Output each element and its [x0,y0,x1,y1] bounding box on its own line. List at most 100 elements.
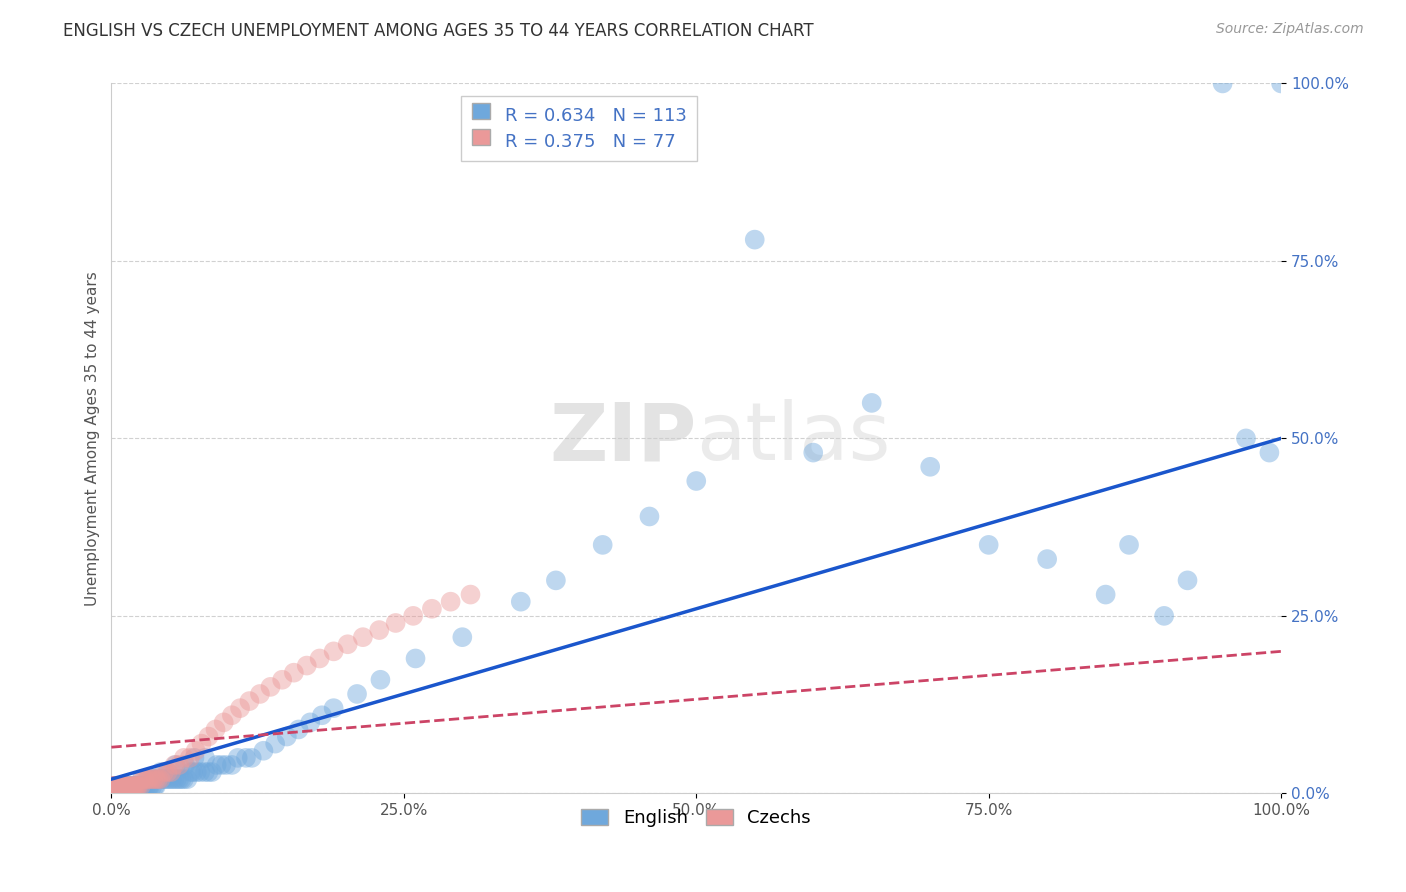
Point [352,630,374,644]
Point [592,538,614,552]
Point [201,765,224,780]
Point [105,779,128,793]
Point [167,772,190,786]
Point [226,751,249,765]
Point [240,751,263,765]
Point [155,772,177,786]
Point [127,779,149,793]
Point [212,715,235,730]
Point [120,779,142,793]
Point [405,651,427,665]
Point [105,779,128,793]
Point [135,779,157,793]
Point [860,396,883,410]
Point [165,758,187,772]
Point [197,730,219,744]
Point [131,772,153,786]
Y-axis label: Unemployment Among Ages 35 to 44 years: Unemployment Among Ages 35 to 44 years [86,271,100,606]
Text: ZIP: ZIP [548,400,696,477]
Point [259,680,281,694]
Point [115,779,138,793]
Point [125,779,148,793]
Point [120,779,142,793]
Point [127,779,149,793]
Point [188,765,211,780]
Point [271,673,294,687]
Point [179,751,201,765]
Point [1118,538,1140,552]
Point [252,744,274,758]
Point [114,779,136,793]
Point [105,779,128,793]
Point [173,772,195,786]
Point [801,445,824,459]
Point [112,779,135,793]
Point [136,772,159,786]
Point [101,779,124,793]
Point [122,779,145,793]
Point [142,772,165,786]
Point [174,758,197,772]
Point [295,658,318,673]
Point [131,772,153,786]
Point [103,779,125,793]
Point [283,665,305,680]
Text: Source: ZipAtlas.com: Source: ZipAtlas.com [1216,22,1364,37]
Point [121,779,143,793]
Point [638,509,661,524]
Point [108,779,131,793]
Point [148,772,170,786]
Point [215,758,238,772]
Point [129,779,152,793]
Point [194,751,217,765]
Point [111,779,134,793]
Point [108,779,131,793]
Point [111,779,134,793]
Legend: English, Czechs: English, Czechs [574,801,818,834]
Point [153,765,176,780]
Point [107,779,129,793]
Point [124,779,146,793]
Point [107,779,129,793]
Point [264,737,287,751]
Point [134,772,156,786]
Point [238,694,260,708]
Point [124,779,146,793]
Point [1212,77,1234,91]
Point [173,751,195,765]
Point [115,779,138,793]
Point [114,779,136,793]
Point [744,233,766,247]
Point [159,772,181,786]
Point [1036,552,1059,566]
Point [105,779,128,793]
Point [180,765,202,780]
Point [439,595,461,609]
Point [138,779,160,793]
Point [685,474,707,488]
Point [105,779,128,793]
Point [122,779,145,793]
Point [125,779,148,793]
Point [105,779,128,793]
Point [977,538,1000,552]
Point [149,765,172,780]
Point [451,630,474,644]
Point [299,715,322,730]
Point [127,779,149,793]
Point [112,779,135,793]
Point [112,779,135,793]
Point [105,779,128,793]
Point [235,751,257,765]
Point [149,772,172,786]
Point [229,701,252,715]
Point [181,765,204,780]
Point [221,708,243,723]
Point [336,637,359,651]
Point [104,779,127,793]
Point [205,758,228,772]
Point [166,772,188,786]
Point [107,779,129,793]
Point [112,779,135,793]
Point [1177,574,1199,588]
